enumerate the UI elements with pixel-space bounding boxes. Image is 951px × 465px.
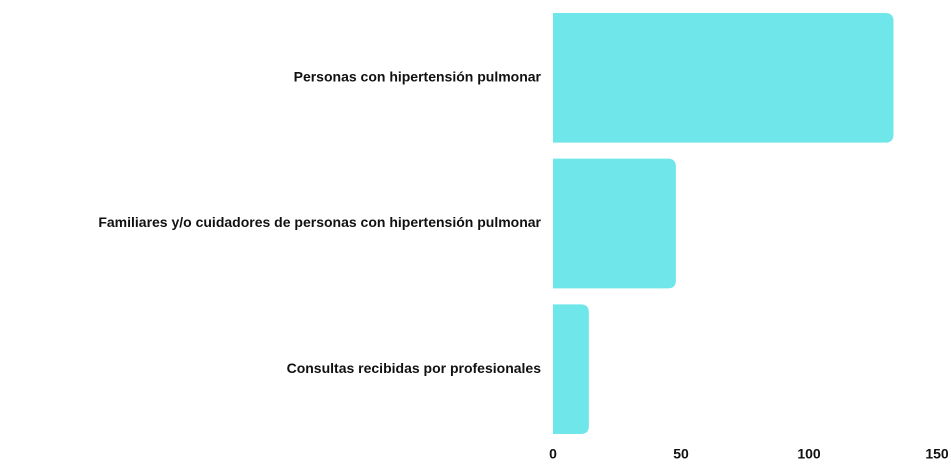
x-tick-label: 50	[673, 446, 689, 462]
y-tick-label: Familiares y/o cuidadores de personas co…	[98, 214, 541, 230]
y-tick-label: Personas con hipertensión pulmonar	[294, 69, 542, 85]
bar	[553, 158, 676, 289]
x-tick-label: 150	[925, 446, 949, 462]
bar	[553, 304, 589, 434]
x-tick-label: 100	[797, 446, 821, 462]
x-tick-label: 0	[549, 446, 557, 462]
y-tick-label: Consultas recibidas por profesionales	[287, 360, 542, 376]
bar	[553, 13, 894, 143]
